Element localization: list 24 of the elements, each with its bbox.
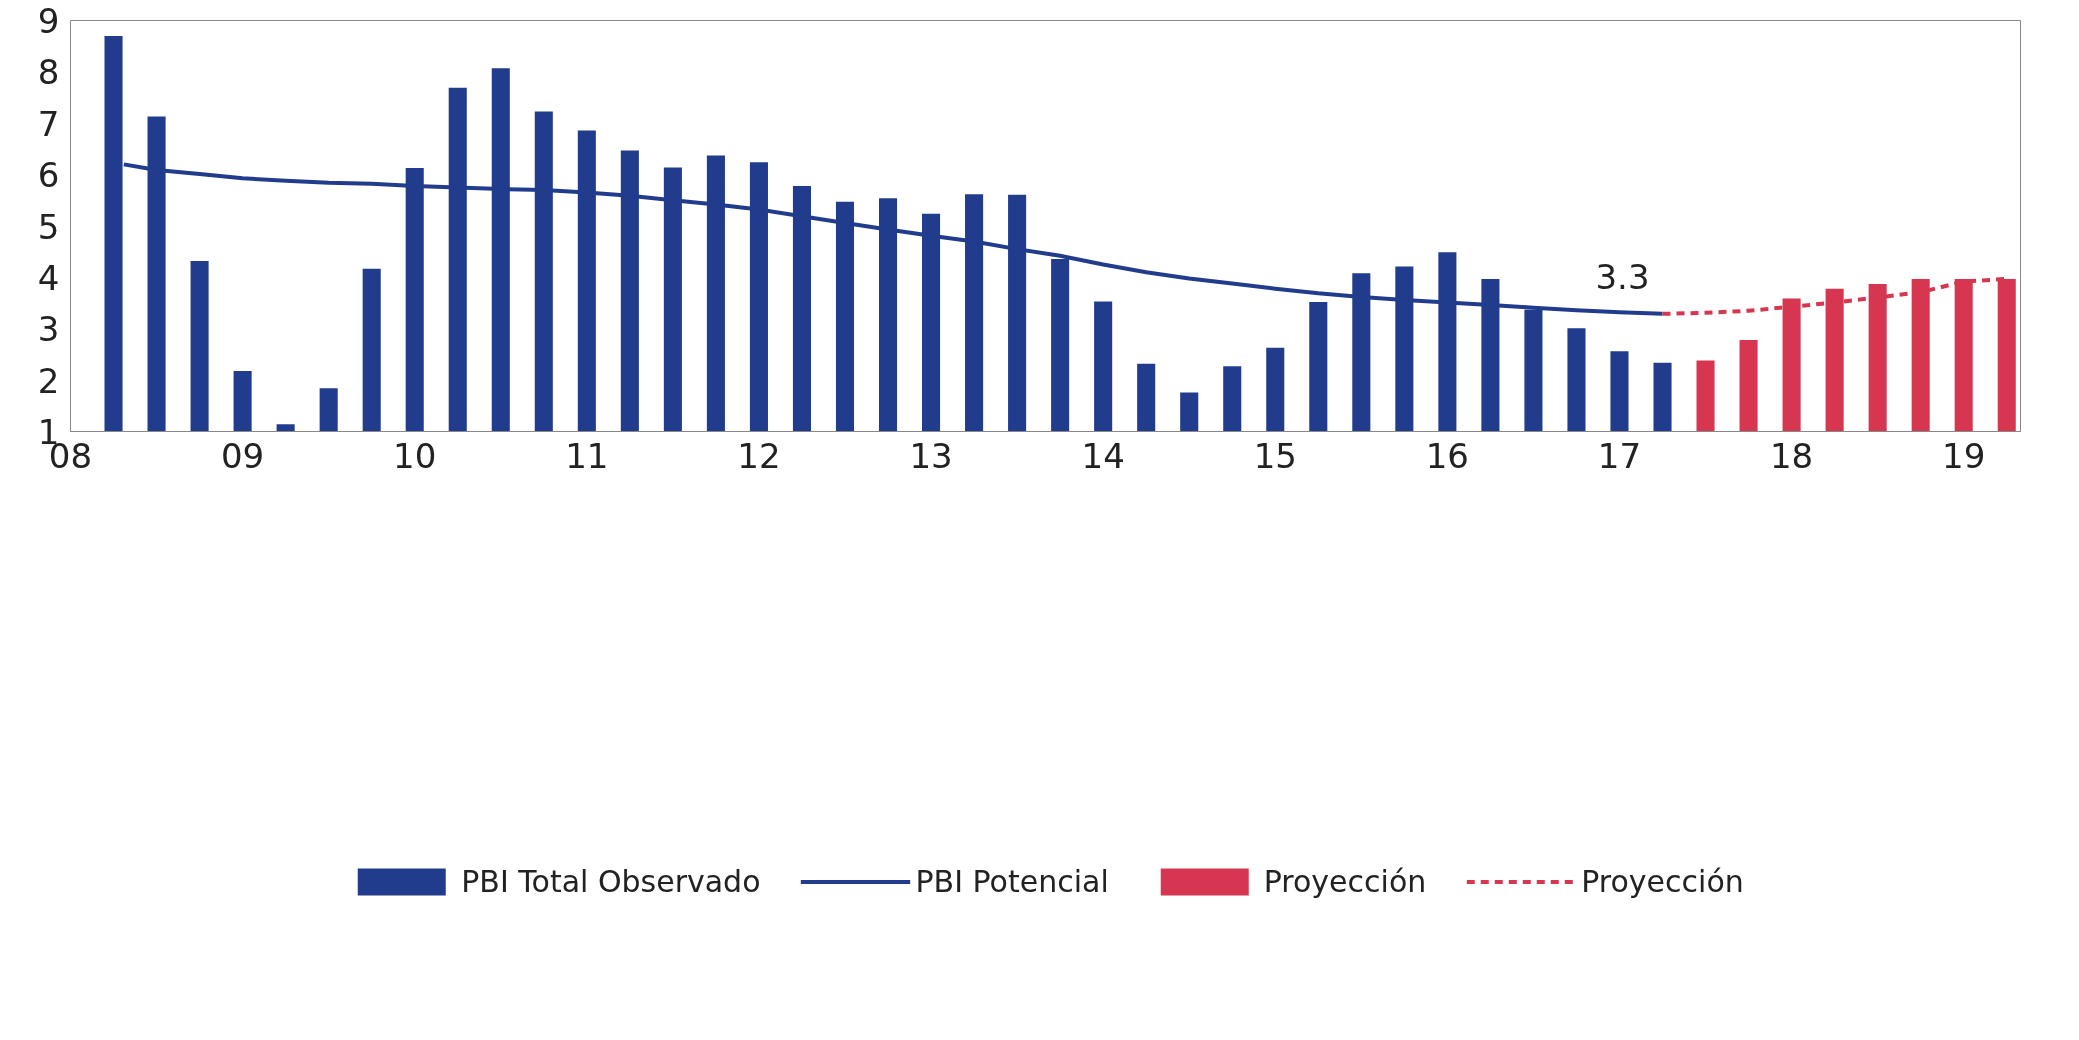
x-tick-label: 17 (1597, 435, 1642, 476)
y-tick-label: 3 (37, 309, 60, 350)
legend-label: PBI Potencial (915, 863, 1109, 899)
y-tick-label: 4 (37, 257, 60, 298)
x-tick-label: 15 (1253, 435, 1297, 476)
x-tick-label: 12 (737, 435, 781, 476)
x-tick-label: 11 (565, 435, 609, 476)
legend-label: Proyección (1263, 863, 1427, 899)
legend-label: PBI Total Observado (461, 863, 761, 899)
y-tick-label: 6 (37, 155, 60, 196)
x-tick-label: 09 (220, 435, 265, 476)
y-tick-label: 9 (37, 1, 60, 41)
x-tick-label: 14 (1081, 435, 1125, 476)
y-tick-label: 7 (37, 103, 60, 144)
x-tick-label: 13 (909, 435, 953, 476)
annotation: 3.3 (1595, 256, 1650, 297)
y-tick-label: 2 (37, 360, 60, 401)
x-tick-label: 18 (1769, 435, 1814, 476)
x-tick-label: 16 (1425, 435, 1470, 476)
legend-label: Proyección (1581, 863, 1744, 899)
x-tick-label: 10 (393, 435, 437, 476)
y-tick-label: 8 (37, 52, 60, 93)
y-tick-label: 5 (37, 206, 60, 247)
x-tick-label: 19 (1942, 435, 1986, 476)
